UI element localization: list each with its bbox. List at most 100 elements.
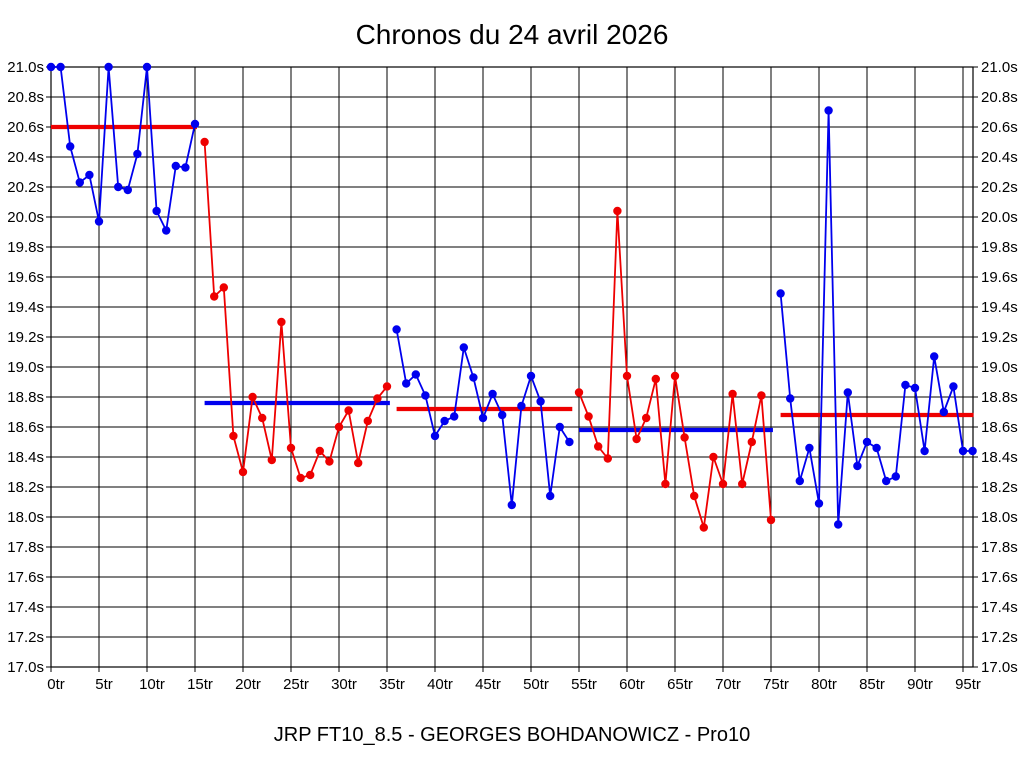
y-axis-label-right: 20.6s [981, 119, 1018, 136]
x-axis-label: 0tr [47, 676, 65, 693]
y-axis-label-right: 19.2s [981, 329, 1018, 346]
data-point-run-2-lap20 [238, 467, 248, 477]
data-point-run-4-lap56 [584, 412, 593, 421]
y-axis-label-right: 21.0s [981, 59, 1018, 76]
y-axis-label-left: 20.4s [7, 149, 44, 166]
data-point-run-2-lap23 [267, 455, 276, 465]
x-axis-label: 40tr [427, 676, 453, 693]
y-axis-label-right: 18.0s [981, 509, 1018, 526]
y-axis-label-right: 17.4s [981, 599, 1018, 616]
x-axis-label: 80tr [811, 676, 837, 693]
data-point-run-3-lap45 [478, 413, 488, 423]
data-point-run-5-lap80 [814, 499, 824, 508]
data-point-run-4-lap59 [613, 206, 622, 216]
data-point-run-4-lap67 [690, 491, 699, 501]
data-point-run-1-lap6 [104, 62, 113, 72]
data-point-run-5-lap79 [805, 443, 814, 453]
y-axis-label-right: 20.0s [981, 209, 1018, 226]
data-point-run-2-lap26 [296, 473, 305, 483]
x-axis-label: 25tr [283, 676, 309, 693]
data-point-run-5-lap88 [891, 472, 900, 481]
data-point-run-4-lap71 [728, 389, 737, 399]
data-point-run-2-lap34 [373, 394, 382, 403]
x-axis-label: 95tr [955, 676, 981, 693]
data-point-run-3-lap53 [555, 422, 564, 432]
data-point-run-2-lap25 [286, 443, 296, 453]
data-point-run-1-lap12 [162, 226, 171, 235]
y-axis-label-left: 18.0s [7, 509, 44, 526]
data-point-run-4-lap58 [603, 454, 612, 463]
data-point-run-3-lap40 [430, 431, 440, 441]
y-axis-label-left: 18.6s [7, 419, 44, 436]
x-axis-label: 10tr [139, 676, 165, 693]
x-axis-label: 20tr [235, 676, 261, 693]
data-point-run-5-lap84 [853, 461, 862, 471]
data-point-run-5-lap82 [834, 520, 843, 529]
y-axis-label-left: 17.8s [7, 539, 44, 556]
data-point-run-5-lap85 [862, 437, 872, 447]
data-point-run-5-lap87 [882, 476, 891, 486]
data-point-run-2-lap17 [210, 292, 219, 301]
data-point-run-4-lap72 [738, 479, 747, 489]
data-point-run-1-lap11 [152, 206, 161, 216]
y-axis-label-left: 18.2s [7, 479, 44, 496]
data-point-run-4-lap60 [622, 371, 632, 381]
x-axis-label: 75tr [763, 676, 789, 693]
data-point-run-3-lap37 [402, 379, 411, 388]
y-axis-label-left: 20.8s [7, 89, 44, 106]
x-axis-label: 90tr [907, 676, 933, 693]
x-axis-label: 65tr [667, 676, 693, 693]
data-point-run-1-lap13 [171, 161, 180, 171]
data-point-run-5-lap86 [872, 443, 881, 453]
chart-body: 21.0s 21.0s 20.8s 20.8s 20.6s 20.6s 20.4s 20.4s… [7, 59, 1017, 693]
x-axis-label: 15tr [187, 676, 213, 693]
series-line-run-2 [203, 141, 388, 480]
y-axis-label-left: 19.4s [7, 299, 44, 316]
data-point-run-5-lap93 [939, 407, 948, 417]
data-point-run-3-lap42 [450, 412, 459, 421]
data-point-run-5-lap78 [795, 476, 804, 486]
y-axis-label-right: 17.0s [981, 659, 1018, 676]
data-point-run-2-lap16 [200, 137, 209, 147]
data-point-run-3-lap47 [498, 410, 507, 420]
data-point-run-4-lap65 [670, 371, 680, 381]
data-point-run-1-lap14 [181, 163, 190, 172]
data-point-run-3-lap44 [469, 373, 478, 382]
y-axis-label-right: 18.4s [981, 449, 1018, 466]
x-axis-label: 85tr [859, 676, 885, 693]
x-axis-label: 70tr [715, 676, 741, 693]
data-point-run-2-lap30 [334, 422, 344, 432]
x-axis-label: 55tr [571, 676, 597, 693]
chart-title: Chronos du 24 avril 2026 [356, 19, 669, 50]
data-point-run-4-lap63 [651, 374, 660, 384]
data-point-run-3-lap36 [392, 325, 401, 334]
y-axis-label-left: 17.6s [7, 569, 44, 586]
data-point-run-2-lap29 [325, 457, 334, 466]
data-point-run-4-lap68 [699, 523, 708, 532]
data-point-run-1-lap7 [114, 182, 123, 192]
x-axis-label: 5tr [95, 676, 113, 693]
y-axis-label-left: 19.0s [7, 359, 44, 376]
data-point-run-5-lap95 [958, 446, 968, 456]
x-axis-label: 45tr [475, 676, 501, 693]
data-point-run-3-lap41 [440, 416, 449, 426]
y-axis-label-left: 17.2s [7, 629, 44, 646]
data-point-run-4-lap64 [661, 479, 670, 489]
y-axis-label-left: 19.2s [7, 329, 44, 346]
y-axis-label-right: 20.8s [981, 89, 1018, 106]
data-point-run-4-lap55 [574, 388, 584, 397]
x-axis-label: 50tr [523, 676, 549, 693]
data-point-run-2-lap28 [315, 446, 324, 456]
y-axis-label-right: 17.2s [981, 629, 1018, 646]
data-point-run-1-lap15 [190, 119, 200, 129]
data-point-run-2-lap35 [382, 382, 392, 391]
data-point-run-2-lap24 [277, 317, 286, 327]
y-axis-label-left: 21.0s [7, 59, 44, 76]
series-line-run-1 [51, 66, 196, 234]
data-point-run-3-lap46 [488, 389, 497, 399]
y-axis-label-left: 18.4s [7, 449, 44, 466]
data-point-run-3-lap39 [421, 391, 430, 400]
plot-border [50, 66, 974, 668]
data-point-run-5-lap81 [824, 106, 833, 115]
